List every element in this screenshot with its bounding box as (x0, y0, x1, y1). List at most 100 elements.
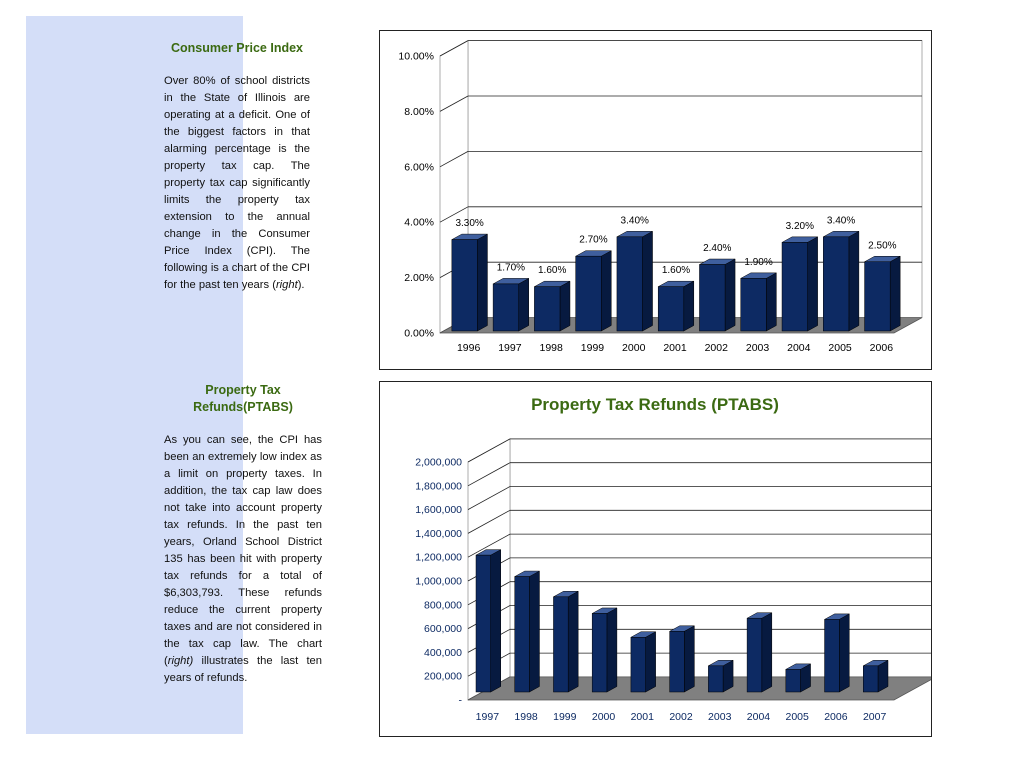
bar (553, 596, 569, 693)
bar (781, 242, 808, 332)
y-tick-label: 1,800,000 (415, 480, 462, 492)
cpi-chart-panel: Consumer Price Index (CPI)0.00%2.00%4.00… (379, 30, 932, 370)
gridline-depth (467, 438, 511, 463)
x-tick-label: 1998 (540, 342, 564, 354)
bar (475, 554, 491, 693)
bar-side (684, 625, 695, 693)
gridline-depth (467, 533, 511, 558)
ptabs-section: Property Tax Refunds(PTABS) As you can s… (164, 382, 322, 687)
bar-side (529, 570, 540, 693)
x-tick-label: 2004 (787, 342, 811, 354)
x-tick-label: 2007 (863, 711, 887, 723)
x-tick-label: 2006 (870, 342, 894, 354)
x-tick-label: 1999 (581, 342, 605, 354)
ptabs-paragraph: As you can see, the CPI has been an extr… (164, 434, 322, 684)
bar-side (567, 590, 579, 693)
y-tick-label: - (459, 695, 463, 707)
gridline-depth (439, 206, 469, 223)
cpi-section: Consumer Price Index Over 80% of school … (164, 40, 310, 294)
gridline-depth (467, 486, 511, 510)
data-label: 3.40% (827, 215, 855, 226)
bar (708, 665, 724, 693)
y-tick-label: 2.00% (404, 272, 434, 284)
data-label: 1.70% (497, 262, 525, 273)
y-tick-label: 1,600,000 (415, 504, 462, 516)
bar (451, 239, 478, 332)
bar (864, 261, 891, 332)
bar-side (518, 277, 529, 332)
ptabs-chart-panel: Property Tax Refunds (PTABS) - 200,000 400,… (379, 381, 937, 737)
data-label: 3.20% (786, 221, 814, 232)
data-label: 1.60% (538, 265, 566, 276)
bar-side (490, 549, 501, 693)
bar (630, 637, 646, 693)
bar-side (642, 230, 653, 332)
bar (669, 631, 685, 693)
y-tick-label: 400,000 (424, 647, 462, 659)
ptabs-chart: Property Tax Refunds (PTABS) - 200,000 400,… (415, 395, 937, 723)
cpi-heading: Consumer Price Index (171, 41, 303, 55)
bar (823, 236, 850, 332)
x-tick-label: 1998 (514, 711, 538, 723)
gridline-depth (467, 462, 511, 487)
y-tick-label: 1,400,000 (415, 528, 462, 540)
x-tick-label: 1997 (476, 711, 500, 723)
bar-side (761, 612, 773, 693)
x-tick-label: 2002 (705, 342, 729, 354)
y-tick-label: 4.00% (404, 217, 434, 229)
data-label: 1.60% (662, 265, 690, 276)
bar (514, 576, 530, 693)
data-label: 2.70% (579, 235, 607, 246)
x-tick-label: 2005 (828, 342, 852, 354)
sidebar-background (26, 16, 243, 734)
gridline-depth (467, 509, 511, 534)
bar (740, 278, 767, 332)
bar (699, 264, 726, 332)
ptabs-heading: Property Tax Refunds(PTABS) (193, 383, 293, 414)
bar (863, 665, 879, 693)
bar-side (645, 631, 656, 693)
data-label: 2.50% (868, 240, 896, 251)
x-tick-label: 1999 (553, 711, 577, 723)
x-tick-label: 2001 (631, 711, 655, 723)
gridline-depth (439, 40, 469, 57)
bar-side (724, 258, 736, 332)
bar-side (848, 230, 860, 332)
y-tick-label: 10.00% (398, 51, 434, 63)
y-tick-label: 1,000,000 (415, 576, 462, 588)
data-label: 3.40% (621, 215, 649, 226)
x-tick-label: 2003 (708, 711, 732, 723)
bar-side (766, 272, 777, 332)
bar-side (889, 255, 901, 332)
data-label: 2.40% (703, 243, 731, 254)
x-tick-label: 1996 (457, 342, 481, 354)
x-tick-label: 2002 (669, 711, 693, 723)
bar (746, 617, 763, 693)
x-tick-label: 2004 (747, 711, 771, 723)
y-tick-label: 6.00% (404, 161, 434, 173)
y-tick-label: 200,000 (424, 671, 462, 683)
x-tick-label: 2006 (824, 711, 848, 723)
bar-side (600, 250, 612, 332)
bar (824, 619, 840, 693)
x-tick-label: 2003 (746, 342, 770, 354)
x-tick-label: 2000 (622, 342, 646, 354)
bar (591, 613, 608, 693)
bar-side (559, 280, 571, 332)
bar-side (807, 236, 818, 332)
cpi-paragraph: Over 80% of school districts in the Stat… (164, 75, 310, 291)
bar-side (839, 613, 850, 693)
x-tick-label: 2000 (592, 711, 616, 723)
bar-side (606, 607, 618, 693)
cpi-chart: Consumer Price Index (CPI)0.00%2.00%4.00… (398, 39, 923, 354)
bar (616, 236, 643, 332)
bar (492, 283, 519, 332)
data-label: 1.90% (744, 257, 772, 268)
data-label: 3.30% (455, 218, 483, 229)
x-tick-label: 2001 (663, 342, 687, 354)
y-tick-label: 8.00% (404, 106, 434, 118)
chart-title: Property Tax Refunds (PTABS) (531, 395, 779, 414)
y-tick-label: 1,200,000 (415, 552, 462, 564)
bar (785, 669, 801, 693)
bar (575, 255, 602, 332)
